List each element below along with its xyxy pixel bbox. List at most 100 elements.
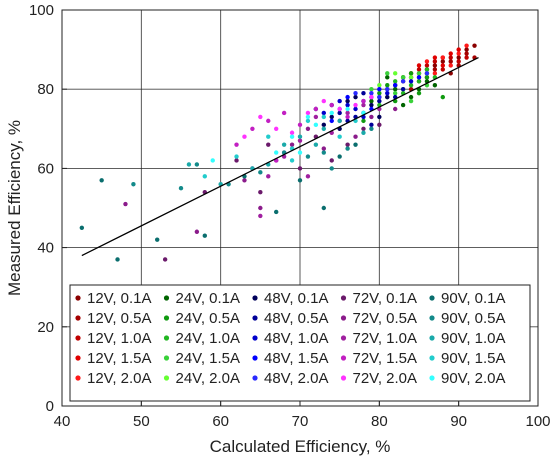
legend-entry-label: 12V, 0.1A — [87, 290, 152, 307]
data-point — [155, 237, 160, 242]
data-point — [234, 154, 239, 159]
data-point — [424, 71, 430, 76]
legend-marker — [340, 375, 347, 381]
data-point — [321, 98, 326, 104]
legend-entry-label: 72V, 0.5A — [353, 310, 418, 327]
legend-marker — [429, 375, 435, 381]
data-point — [385, 83, 390, 88]
data-point — [377, 83, 382, 88]
data-point — [258, 213, 263, 219]
series-points — [186, 118, 366, 187]
data-point — [361, 90, 366, 96]
legend-entry-label: 12V, 2.0A — [87, 370, 152, 387]
data-point — [416, 90, 422, 96]
data-point — [377, 90, 382, 96]
data-point — [274, 126, 279, 131]
data-point — [297, 134, 303, 139]
data-point — [456, 47, 461, 52]
data-point — [408, 75, 414, 80]
legend-entry-label: 48V, 0.5A — [264, 310, 329, 327]
data-point — [266, 142, 271, 147]
legend-entry-label: 90V, 0.1A — [441, 290, 506, 307]
data-point — [416, 75, 422, 80]
data-point — [234, 158, 239, 163]
data-point — [289, 142, 295, 147]
legend-marker — [340, 355, 347, 361]
data-point — [337, 134, 342, 139]
data-point — [353, 134, 358, 139]
legend-marker — [429, 355, 435, 361]
data-point — [393, 79, 398, 84]
data-point — [274, 209, 279, 215]
data-point — [385, 71, 390, 76]
data-point — [289, 130, 295, 135]
legend-marker — [340, 335, 347, 341]
data-point — [345, 94, 350, 100]
data-point — [79, 225, 85, 230]
data-point — [266, 118, 271, 124]
data-point — [305, 114, 311, 120]
data-point — [345, 142, 350, 147]
y-tick-label: 80 — [37, 81, 54, 98]
legend-marker — [340, 315, 347, 321]
legend-marker — [252, 315, 258, 321]
data-point — [377, 98, 382, 104]
data-point — [329, 102, 334, 108]
data-point — [313, 142, 319, 147]
data-point — [258, 189, 263, 195]
data-point — [416, 63, 422, 68]
data-point — [361, 118, 366, 124]
y-tick-label: 40 — [37, 240, 54, 257]
data-point — [99, 178, 104, 183]
data-point — [369, 98, 374, 104]
y-tick-label: 20 — [37, 319, 54, 336]
legend-box — [69, 284, 531, 402]
legend-marker — [163, 375, 170, 381]
data-point — [178, 186, 184, 191]
x-tick-label: 90 — [450, 413, 467, 430]
legend-marker — [429, 315, 435, 321]
series-points — [369, 71, 430, 104]
data-point — [408, 79, 414, 84]
legend-entry-label: 90V, 1.0A — [441, 330, 506, 347]
data-point — [377, 94, 382, 100]
data-point — [353, 90, 358, 96]
legend-marker — [163, 355, 170, 361]
data-point — [305, 126, 311, 131]
data-point — [329, 166, 334, 171]
legend: 12V, 0.1A 12V, 0.5A 12V, 1.0A 12V, 1.5A 12V,… — [69, 284, 531, 402]
data-point — [456, 55, 461, 60]
x-tick-label: 100 — [525, 413, 550, 430]
data-point — [313, 106, 319, 112]
series-points — [234, 98, 366, 163]
data-point — [258, 205, 263, 211]
legend-entry-label: 24V, 0.5A — [176, 310, 241, 327]
data-point — [274, 150, 279, 155]
data-point — [377, 122, 382, 128]
data-point — [337, 110, 342, 116]
data-point — [321, 110, 326, 116]
data-point — [456, 59, 461, 64]
data-point — [186, 162, 192, 167]
data-point — [393, 83, 398, 88]
data-point — [281, 142, 287, 147]
data-point — [369, 102, 374, 108]
data-point — [258, 170, 263, 175]
data-point — [305, 174, 311, 179]
data-point — [448, 63, 453, 68]
legend-entry-label: 72V, 1.0A — [353, 330, 418, 347]
data-point — [329, 158, 334, 163]
data-point — [432, 63, 438, 68]
data-point — [313, 114, 319, 120]
data-point — [440, 63, 445, 68]
legend-entry-label: 12V, 0.5A — [87, 310, 152, 327]
x-tick-label: 50 — [133, 413, 150, 430]
data-point — [345, 114, 350, 120]
data-point — [369, 122, 374, 128]
data-point — [416, 67, 422, 72]
data-point — [432, 71, 438, 76]
data-point — [297, 122, 303, 128]
data-point — [440, 94, 445, 100]
data-point — [400, 87, 406, 92]
